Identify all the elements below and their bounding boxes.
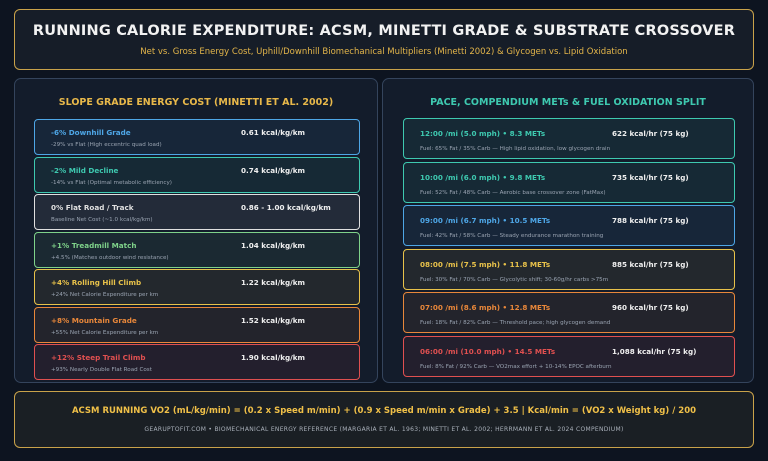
pace-name: 09:00 /mi (6.7 mph) • 10.5 METs (420, 216, 551, 225)
grade-description: +4.5% (Matches outdoor wind resistance) (51, 254, 169, 261)
pace-name: 12:00 /mi (5.0 mph) • 8.3 METs (420, 129, 546, 138)
pace-description: Fuel: 18% Fat / 82% Carb — Threshold pac… (420, 320, 611, 326)
pace-value: 735 kcal/hr (75 kg) (612, 172, 689, 182)
pace-description: Fuel: 8% Fat / 92% Carb — VO2max effort … (420, 363, 612, 370)
pace-card: 12:00 /mi (5.0 mph) • 8.3 METs 622 kcal/h… (403, 118, 735, 159)
grade-value: 0.74 kcal/kg/km (241, 165, 306, 175)
pace-value: 622 kcal/hr (75 kg) (612, 129, 689, 138)
pace-value: 885 kcal/hr (75 kg) (612, 259, 689, 269)
grade-value: 1.52 kcal/kg/km (241, 315, 306, 325)
grade-value: 0.86 - 1.00 kcal/kg/km (241, 203, 331, 212)
grade-value: 0.61 kcal/kg/km (241, 128, 306, 137)
header: RUNNING CALORIE EXPENDITURE: ACSM, MINET… (14, 9, 754, 70)
pace-card: 10:00 /mi (6.0 mph) • 9.8 METs 735 kcal/h… (403, 161, 735, 203)
pace-card: 07:00 /mi (8.6 mph) • 12.8 METs 960 kcal/… (403, 292, 735, 333)
grade-card: +1% Treadmill Match 1.04 kcal/kg/km +4.5% … (34, 231, 360, 268)
pace-name: 07:00 /mi (8.6 mph) • 12.8 METs (420, 303, 551, 312)
grade-name: -2% Mild Decline (51, 165, 119, 175)
grade-card: -2% Mild Decline 0.74 kcal/kg/km -14% vs F… (34, 156, 360, 193)
grade-name: +8% Mountain Grade (51, 315, 137, 325)
grade-card: +8% Mountain Grade 1.52 kcal/kg/km +55% Ne… (34, 306, 360, 343)
credits-text: GEARUPTOFIT.COM • BIOMECHANICAL ENERGY R… (144, 426, 624, 433)
grade-card: +4% Rolling Hill Climb 1.22 kcal/kg/km +24… (34, 269, 360, 305)
grade-card: -6% Downhill Grade 0.61 kcal/kg/km -29% vs… (34, 119, 360, 155)
pace-panel-title: PACE, COMPENDIUM METs & FUEL OXIDATION S… (430, 97, 706, 108)
grade-panel: SLOPE GRADE ENERGY COST (MINETTI ET AL. … (14, 78, 378, 383)
grade-card: 0% Flat Road / Track 0.86 - 1.00 kcal/kg/… (34, 194, 360, 230)
footer: ACSM RUNNING VO2 (mL/kg/min) = (0.2 x Sp… (14, 391, 754, 448)
grade-name: 0% Flat Road / Track (51, 203, 134, 212)
grade-value: 1.22 kcal/kg/km (241, 278, 306, 287)
grade-name: +12% Steep Trail Climb (51, 353, 146, 362)
pace-description: Fuel: 42% Fat / 58% Carb — Steady endura… (420, 233, 604, 239)
pace-value: 960 kcal/hr (75 kg) (612, 303, 689, 312)
pace-panel: PACE, COMPENDIUM METs & FUEL OXIDATION S… (382, 78, 754, 383)
pace-card: 08:00 /mi (7.5 mph) • 11.8 METs 885 kcal/… (403, 248, 735, 290)
grade-name: +1% Treadmill Match (51, 240, 137, 250)
pace-description: Fuel: 52% Fat / 48% Carb — Aerobic base … (420, 189, 606, 196)
grade-description: +93% Nearly Double Flat Road Cost (51, 367, 152, 373)
page-subtitle: Net vs. Gross Energy Cost, Uphill/Downhi… (140, 47, 628, 57)
pace-name: 08:00 /mi (7.5 mph) • 11.8 METs (420, 259, 551, 269)
grade-name: +4% Rolling Hill Climb (51, 278, 142, 287)
grade-value: 1.90 kcal/kg/km (241, 353, 306, 362)
grade-description: +24% Net Calorie Expenditure per km (51, 292, 159, 298)
pace-name: 06:00 /mi (10.0 mph) • 14.5 METs (420, 346, 556, 356)
pace-name: 10:00 /mi (6.0 mph) • 9.8 METs (420, 172, 546, 182)
pace-card: 09:00 /mi (6.7 mph) • 10.5 METs 788 kcal/… (403, 205, 735, 246)
page-title: RUNNING CALORIE EXPENDITURE: ACSM, MINET… (32, 23, 736, 39)
grade-description: Baseline Net Cost (~1.0 kcal/kg/km) (51, 217, 153, 223)
pace-value: 1,088 kcal/hr (75 kg) (612, 346, 697, 356)
grade-panel-title: SLOPE GRADE ENERGY COST (MINETTI ET AL. … (58, 97, 334, 108)
grade-name: -6% Downhill Grade (51, 128, 131, 137)
pace-value: 788 kcal/hr (75 kg) (612, 216, 689, 225)
formula-text: ACSM RUNNING VO2 (mL/kg/min) = (0.2 x Sp… (71, 406, 697, 416)
grade-card: +12% Steep Trail Climb 1.90 kcal/kg/km +93… (34, 344, 360, 380)
grade-description: +55% Net Calorie Expenditure per km (51, 329, 159, 336)
pace-description: Fuel: 65% Fat / 35% Carb — High lipid ox… (420, 146, 611, 152)
pace-description: Fuel: 30% Fat / 70% Carb — Glycolytic sh… (420, 276, 609, 283)
grade-value: 1.04 kcal/kg/km (241, 240, 306, 250)
grade-description: -29% vs Flat (High eccentric quad load) (51, 142, 162, 148)
pace-card: 06:00 /mi (10.0 mph) • 14.5 METs 1,088 kc… (403, 335, 735, 377)
grade-description: -14% vs Flat (Optimal metabolic efficien… (51, 179, 172, 186)
